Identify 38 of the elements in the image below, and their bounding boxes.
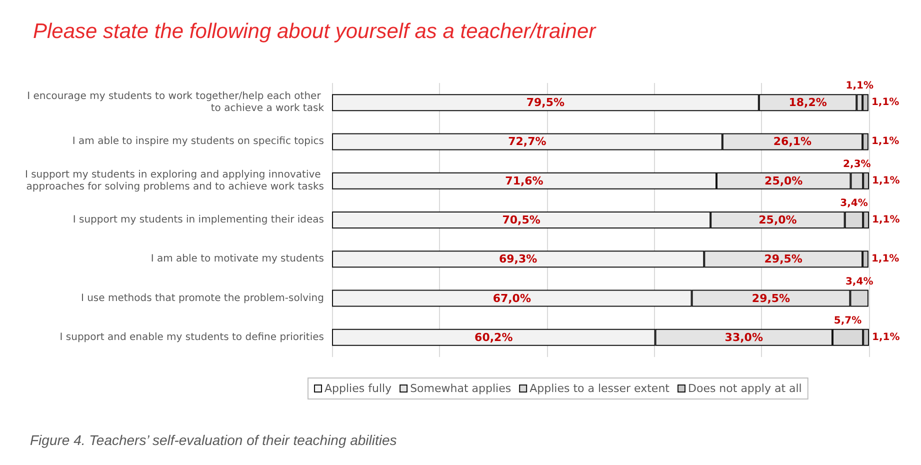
data-label: 29,5% (752, 292, 790, 305)
caption: Figure 4. Teachers’ self-evaluation of their teaching abilities (30, 432, 397, 448)
data-label: 69,3% (498, 252, 538, 266)
y-tick-label: I use methods that promote the problem-solving (80, 292, 324, 304)
y-tick-label: I support my students in exploring and applying innovative approaches for solving problems and to achieve work tasks (24, 169, 324, 192)
data-label: 26,1% (773, 135, 812, 148)
data-label: 1,1% (871, 97, 900, 108)
legend-label: Does not apply at all (688, 382, 802, 395)
y-tick-label: I encourage my students to work together/help each other to achieve a work task (27, 91, 324, 114)
data-label: 72,7% (508, 135, 546, 148)
data-label: 1,1% (872, 332, 900, 343)
data-label: 18,2% (788, 96, 827, 110)
data-label: 1,1% (871, 136, 900, 148)
data-label: 2,3% (843, 158, 871, 170)
data-label: 60,2% (474, 330, 513, 344)
y-tick-label: I support my students in implementing their ideas (72, 214, 324, 226)
chart-title: Please state the following about yourself as a teacher/trainer (33, 20, 597, 43)
y-tick-label: I am able to motivate my students (150, 254, 324, 265)
legend-label: Somewhat applies (410, 382, 512, 395)
data-label: 3,4% (845, 276, 874, 288)
legend-label: Applies to a lesser extent (530, 382, 670, 395)
data-label: 29,5% (764, 252, 802, 266)
data-label: 5,7% (834, 315, 862, 326)
data-label: 1,1% (846, 80, 874, 92)
data-label: 1,1% (872, 175, 900, 186)
data-label: 71,6% (505, 174, 544, 188)
data-label: 33,0% (724, 330, 763, 344)
y-tick-label: I am able to inspire my students on specific topics (72, 136, 324, 148)
data-label: 1,1% (872, 214, 900, 226)
legend-label: Applies fully (324, 382, 392, 395)
data-label: 25,0% (758, 214, 797, 226)
data-label: 70,5% (502, 214, 540, 226)
data-label: 3,4% (840, 198, 868, 209)
data-label: 79,5% (526, 96, 565, 110)
data-label: 1,1% (871, 254, 900, 265)
data-label: 25,0% (764, 174, 803, 188)
y-tick-label: I support and enable my students to define priorities (60, 332, 324, 343)
data-label: 67,0% (492, 292, 531, 305)
